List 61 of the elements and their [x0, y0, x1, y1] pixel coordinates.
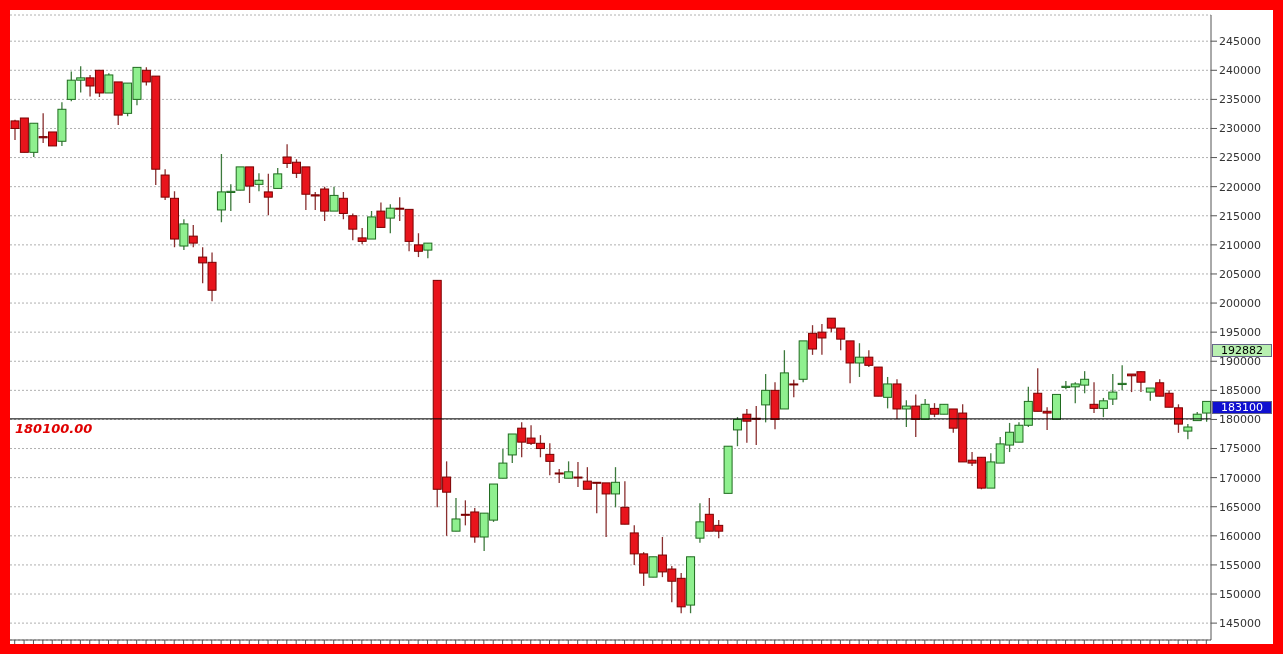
y-tick-label: 235000 [1219, 93, 1261, 107]
y-tick-label: 160000 [1219, 529, 1261, 543]
candlestick [854, 342, 864, 378]
y-tick-label: 180000 [1219, 413, 1261, 427]
candlestick [245, 166, 255, 204]
candlestick [1183, 423, 1193, 440]
candlestick [188, 224, 198, 248]
candlestick [254, 172, 264, 192]
text: 183100 [1212, 401, 1272, 414]
candlestick [160, 168, 170, 201]
y-tick-label: 215000 [1219, 209, 1261, 223]
candlestick [367, 210, 377, 240]
y-tick-label: 195000 [1219, 326, 1261, 340]
y-tick-label: 210000 [1219, 238, 1261, 252]
candlestick [413, 232, 423, 258]
candlestick [901, 399, 911, 428]
ref-line-label: 180100.00 [15, 421, 93, 437]
y-tick-label: 150000 [1219, 587, 1261, 601]
candlestick [911, 393, 921, 438]
candlestick [1117, 364, 1127, 391]
candlestick [620, 480, 630, 525]
candlestick [1108, 373, 1118, 406]
y-tick-label: 175000 [1219, 442, 1261, 456]
candlestick [179, 218, 189, 251]
y-tick-label: 240000 [1219, 64, 1261, 78]
candlestick [498, 448, 508, 479]
candlestick [376, 201, 386, 229]
candlestick [263, 173, 273, 216]
candlestick [648, 556, 658, 578]
candlestick [761, 373, 771, 424]
candlestick [348, 212, 358, 241]
candlestick [385, 203, 395, 234]
candlestick [329, 186, 339, 212]
y-tick-label: 245000 [1219, 35, 1261, 49]
y-tick-label: 165000 [1219, 500, 1261, 514]
y-tick-label: 200000 [1219, 296, 1261, 310]
candlestick [104, 72, 114, 94]
candlestick [1089, 381, 1099, 414]
candlestick [611, 466, 620, 508]
candlestick [1098, 397, 1108, 418]
y-tick-label: 225000 [1219, 151, 1261, 165]
y-tick-label: 155000 [1219, 558, 1261, 572]
candlestick [545, 442, 555, 476]
y-tick-label: 220000 [1219, 180, 1261, 194]
candlestick [338, 191, 348, 220]
candlestick [451, 497, 461, 532]
y-tick-label: 170000 [1219, 471, 1261, 485]
candlestick [273, 167, 283, 190]
candlestick [235, 166, 245, 191]
y-tick-label: 205000 [1219, 267, 1261, 281]
candlestick [845, 340, 855, 385]
candlestick [507, 433, 517, 464]
text: 192882 [1212, 344, 1272, 357]
candlestick [883, 376, 893, 410]
candlestick [732, 416, 742, 447]
y-tick-label: 230000 [1219, 122, 1261, 136]
y-tick-label: 190000 [1219, 355, 1261, 369]
y-tick-label: 145000 [1219, 617, 1261, 631]
y-tick-label: 185000 [1219, 384, 1261, 398]
candlestick [695, 502, 705, 544]
candlestick [573, 461, 583, 488]
